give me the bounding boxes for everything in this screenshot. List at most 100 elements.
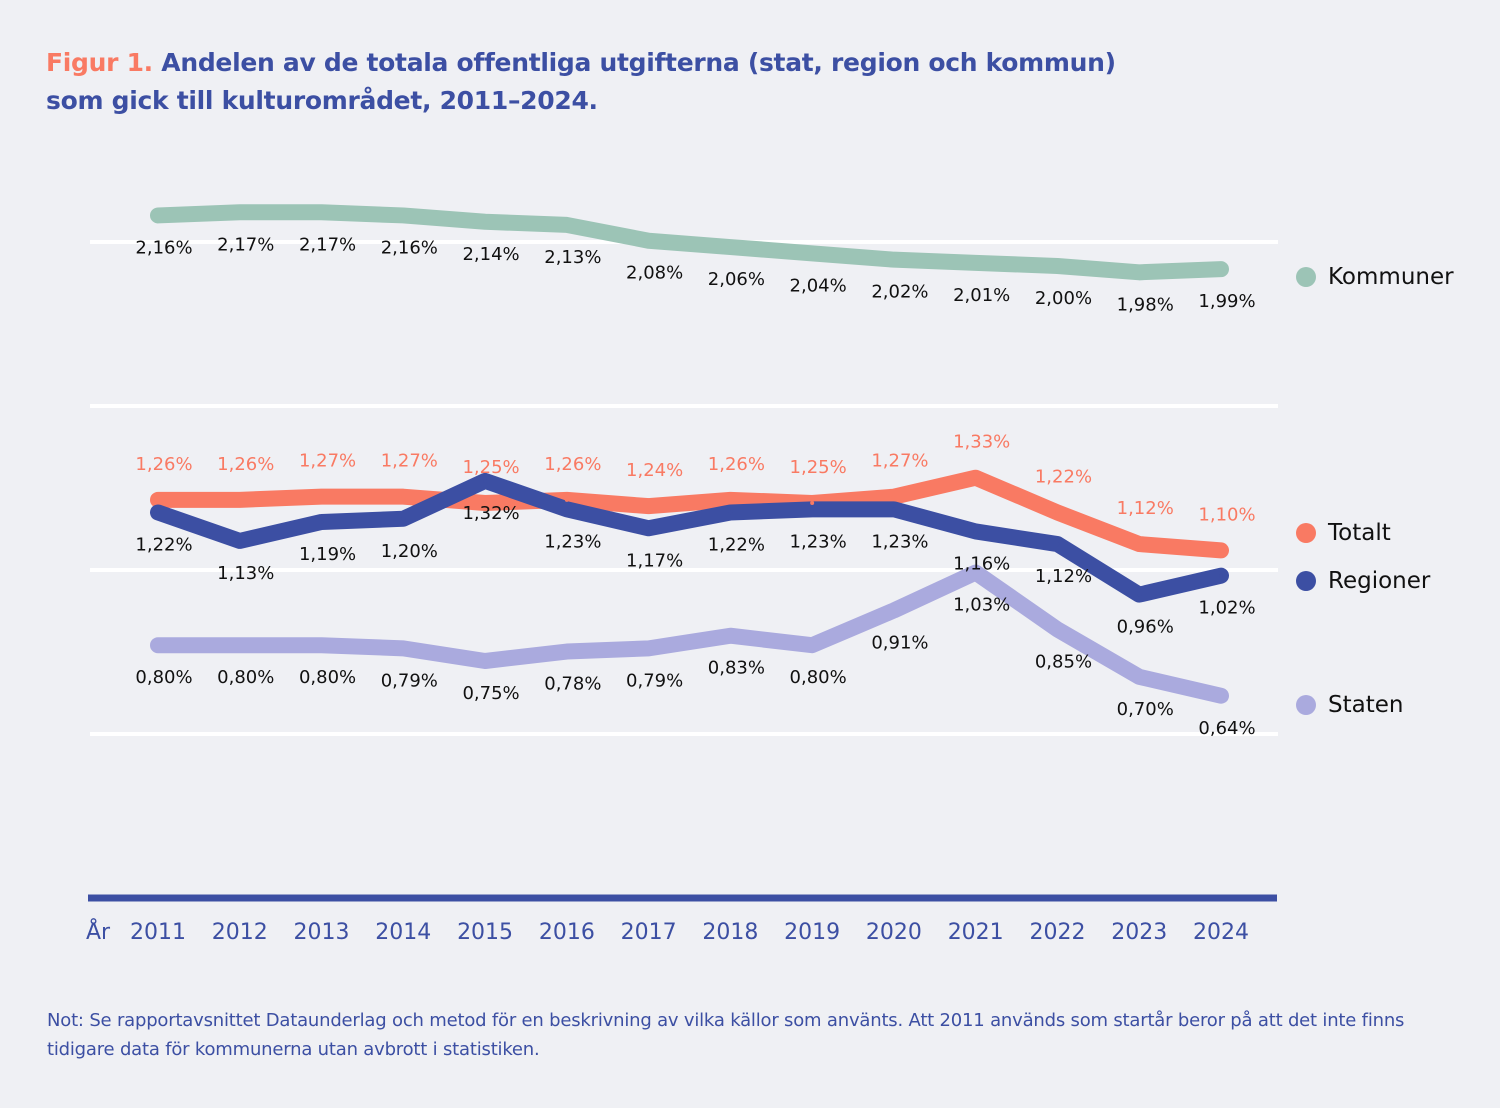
- data-point: [891, 494, 896, 499]
- legend-item-regioner: Regioner: [1296, 568, 1430, 594]
- data-label: 1,27%: [381, 451, 438, 472]
- data-label: 1,27%: [299, 451, 356, 472]
- data-point: [319, 494, 324, 499]
- data-label: 2,17%: [299, 234, 356, 255]
- data-point: [810, 501, 815, 505]
- data-point: [891, 257, 896, 262]
- data-label: 0,83%: [708, 658, 765, 679]
- data-point: [810, 251, 815, 256]
- data-label: 2,16%: [135, 237, 192, 258]
- data-label: 1,23%: [871, 531, 928, 552]
- data-point: [401, 646, 406, 651]
- data-label: 1,12%: [1117, 498, 1174, 519]
- legend-swatch: [1296, 523, 1316, 543]
- data-point: [810, 643, 815, 648]
- data-point: [973, 570, 978, 575]
- data-label: 2,08%: [626, 263, 683, 284]
- data-point: [237, 497, 242, 502]
- data-label: 1,22%: [1035, 466, 1092, 487]
- data-label: 1,13%: [217, 563, 274, 584]
- data-label: 2,04%: [790, 275, 847, 296]
- data-point: [401, 494, 406, 499]
- data-label: 2,06%: [708, 269, 765, 290]
- data-label: 2,00%: [1035, 288, 1092, 309]
- data-point: [891, 608, 896, 613]
- data-label: 0,64%: [1198, 718, 1255, 739]
- data-point: [237, 210, 242, 215]
- data-point: [973, 529, 978, 534]
- data-point: [891, 507, 896, 512]
- legend-label: Kommuner: [1328, 264, 1454, 290]
- data-point: [483, 478, 488, 483]
- data-point: [156, 213, 160, 218]
- data-point: [1055, 510, 1060, 515]
- x-axis-label: År: [86, 918, 111, 945]
- data-label: 0,79%: [626, 670, 683, 691]
- data-point: [1137, 674, 1142, 679]
- data-label: 0,79%: [381, 670, 438, 691]
- data-label: 2,17%: [217, 234, 274, 255]
- x-tick-label: 2011: [130, 920, 186, 945]
- data-point: [237, 643, 242, 648]
- data-label: 1,02%: [1198, 598, 1255, 619]
- data-point: [973, 260, 978, 265]
- data-point: [728, 633, 733, 638]
- data-label: 1,16%: [953, 553, 1010, 574]
- data-label: 0,85%: [1035, 651, 1092, 672]
- data-label: 1,33%: [953, 432, 1010, 453]
- data-label: 0,96%: [1117, 617, 1174, 638]
- data-label: 0,80%: [790, 667, 847, 688]
- data-point: [1137, 270, 1142, 275]
- data-label: 1,26%: [217, 454, 274, 475]
- x-tick-label: 2015: [457, 920, 513, 945]
- data-label: 0,80%: [135, 667, 192, 688]
- x-tick-label: 2024: [1193, 920, 1249, 945]
- legend-item-kommuner: Kommuner: [1296, 264, 1454, 290]
- data-point: [1137, 592, 1142, 597]
- legend-item-staten: Staten: [1296, 692, 1403, 718]
- data-label: 2,02%: [871, 282, 928, 303]
- data-label: 0,80%: [217, 667, 274, 688]
- legend-swatch: [1296, 267, 1316, 287]
- data-point: [646, 646, 651, 651]
- data-label: 1,25%: [462, 457, 519, 478]
- data-label: 1,17%: [626, 550, 683, 571]
- data-point: [646, 238, 651, 243]
- series-line-kommuner: [150, 204, 1229, 281]
- data-label: 1,23%: [544, 531, 601, 552]
- data-label: 2,01%: [953, 285, 1010, 306]
- data-label: 1,26%: [544, 454, 601, 475]
- data-label: 1,27%: [871, 451, 928, 472]
- data-point: [1219, 573, 1223, 578]
- title-line-2: som gick till kulturområdet, 2011–2024.: [46, 86, 598, 115]
- data-point: [483, 219, 488, 224]
- data-label: 1,12%: [1035, 566, 1092, 587]
- legend-label: Staten: [1328, 692, 1404, 718]
- data-point: [1219, 267, 1223, 272]
- data-point: [973, 475, 978, 480]
- x-tick-label: 2018: [702, 920, 758, 945]
- data-label: 1,99%: [1198, 291, 1255, 312]
- data-point: [728, 497, 733, 502]
- data-point: [156, 497, 160, 502]
- data-label: 1,22%: [708, 534, 765, 555]
- legend-label: Regioner: [1328, 568, 1431, 594]
- data-point: [1055, 542, 1060, 547]
- x-tick-label: 2013: [294, 920, 350, 945]
- legend-swatch: [1296, 695, 1316, 715]
- data-label: 0,75%: [462, 683, 519, 704]
- data-label: 1,98%: [1117, 294, 1174, 315]
- figure-number: Figur 1.: [46, 48, 153, 77]
- data-label: 1,10%: [1198, 504, 1255, 525]
- data-label: 2,16%: [381, 237, 438, 258]
- x-tick-label: 2021: [948, 920, 1004, 945]
- data-label: 1,03%: [953, 595, 1010, 616]
- data-label: 0,78%: [544, 674, 601, 695]
- x-tick-label: 2012: [212, 920, 268, 945]
- data-point: [564, 497, 569, 502]
- data-point: [564, 222, 569, 227]
- data-point: [646, 504, 651, 509]
- data-label: 1,23%: [790, 531, 847, 552]
- title-line-1: Andelen av de totala offentliga utgifter…: [152, 48, 1116, 77]
